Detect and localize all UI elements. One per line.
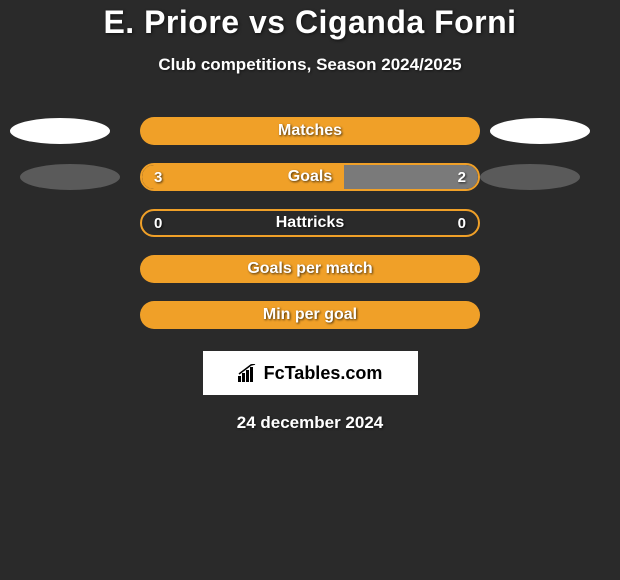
bar-label: Min per goal xyxy=(263,306,357,324)
main-container: E. Priore vs Ciganda Forni Club competit… xyxy=(0,0,620,433)
stat-row-goals-per-match: Goals per match xyxy=(0,255,620,283)
bar-goals: 3 Goals 2 xyxy=(140,163,480,191)
ellipse-right-icon xyxy=(490,118,590,144)
bar-label: Goals per match xyxy=(247,260,372,278)
bar-matches: Matches xyxy=(140,117,480,145)
stat-row-matches: Matches xyxy=(0,117,620,145)
bar-value-left: 3 xyxy=(154,169,162,186)
page-title: E. Priore vs Ciganda Forni xyxy=(103,4,516,41)
logo-text: FcTables.com xyxy=(238,363,383,384)
bar-value-left: 0 xyxy=(154,215,162,232)
stat-row-min-per-goal: Min per goal xyxy=(0,301,620,329)
ellipse-left-icon xyxy=(20,164,120,190)
stat-row-goals: 3 Goals 2 xyxy=(0,163,620,191)
date-text: 24 december 2024 xyxy=(237,413,384,433)
bar-label: Hattricks xyxy=(276,214,344,232)
bar-min-per-goal: Min per goal xyxy=(140,301,480,329)
bar-chart-icon xyxy=(238,364,260,382)
bar-label: Matches xyxy=(278,122,342,140)
bar-label: Goals xyxy=(288,168,332,186)
ellipse-left-icon xyxy=(10,118,110,144)
ellipse-right-icon xyxy=(480,164,580,190)
bar-value-right: 2 xyxy=(458,169,466,186)
logo-label: FcTables.com xyxy=(264,363,383,384)
subtitle: Club competitions, Season 2024/2025 xyxy=(158,55,461,75)
stat-row-hattricks: 0 Hattricks 0 xyxy=(0,209,620,237)
bar-value-right: 0 xyxy=(458,215,466,232)
bar-hattricks: 0 Hattricks 0 xyxy=(140,209,480,237)
logo-box: FcTables.com xyxy=(203,351,418,395)
bar-goals-per-match: Goals per match xyxy=(140,255,480,283)
